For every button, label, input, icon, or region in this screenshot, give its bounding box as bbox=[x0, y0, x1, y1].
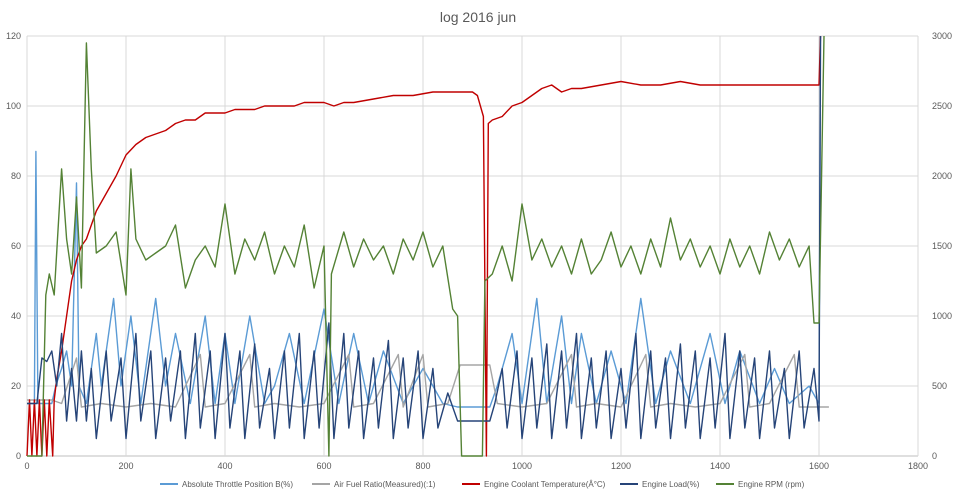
y-left-tick-label: 40 bbox=[11, 311, 21, 321]
y-left-tick-label: 80 bbox=[11, 171, 21, 181]
series-line bbox=[26, 35, 822, 457]
y-right-tick-label: 2000 bbox=[932, 171, 952, 181]
series-line bbox=[27, 353, 829, 408]
series-group bbox=[26, 35, 829, 457]
y-left-tick-label: 120 bbox=[6, 31, 21, 41]
legend-label: Engine Coolant Temperature(Â°C) bbox=[484, 480, 606, 489]
legend: Absolute Throttle Position B(%) Air Fuel … bbox=[160, 480, 805, 489]
series-line bbox=[27, 35, 822, 440]
y-left-tick-label: 100 bbox=[6, 101, 21, 111]
y-left-tick-label: 20 bbox=[11, 381, 21, 391]
x-tick-label: 1200 bbox=[611, 461, 631, 471]
y-right-tick-label: 2500 bbox=[932, 101, 952, 111]
legend-label: Air Fuel Ratio(Measured)(:1) bbox=[334, 480, 436, 489]
series-line bbox=[27, 35, 822, 408]
y-right-tick-label: 500 bbox=[932, 381, 947, 391]
y-right-tick-label: 1000 bbox=[932, 311, 952, 321]
y-right-tick-label: 3000 bbox=[932, 31, 952, 41]
x-tick-label: 400 bbox=[217, 461, 232, 471]
series-line bbox=[27, 35, 825, 457]
x-tick-label: 600 bbox=[316, 461, 331, 471]
legend-label: Engine Load(%) bbox=[642, 480, 700, 489]
x-tick-label: 0 bbox=[24, 461, 29, 471]
x-tick-label: 1000 bbox=[512, 461, 532, 471]
chart-title: log 2016 jun bbox=[440, 9, 516, 25]
legend-label: Engine RPM (rpm) bbox=[738, 480, 805, 489]
x-tick-label: 800 bbox=[415, 461, 430, 471]
x-tick-label: 200 bbox=[118, 461, 133, 471]
x-tick-label: 1800 bbox=[908, 461, 928, 471]
y-left-tick-label: 0 bbox=[16, 451, 21, 461]
x-tick-label: 1400 bbox=[710, 461, 730, 471]
y-left-tick-label: 60 bbox=[11, 241, 21, 251]
y-right-tick-label: 1500 bbox=[932, 241, 952, 251]
legend-label: Absolute Throttle Position B(%) bbox=[182, 480, 293, 489]
y-right-tick-label: 0 bbox=[932, 451, 937, 461]
x-tick-label: 1600 bbox=[809, 461, 829, 471]
axes: 0204060801001200500100015002000250030000… bbox=[6, 31, 952, 471]
